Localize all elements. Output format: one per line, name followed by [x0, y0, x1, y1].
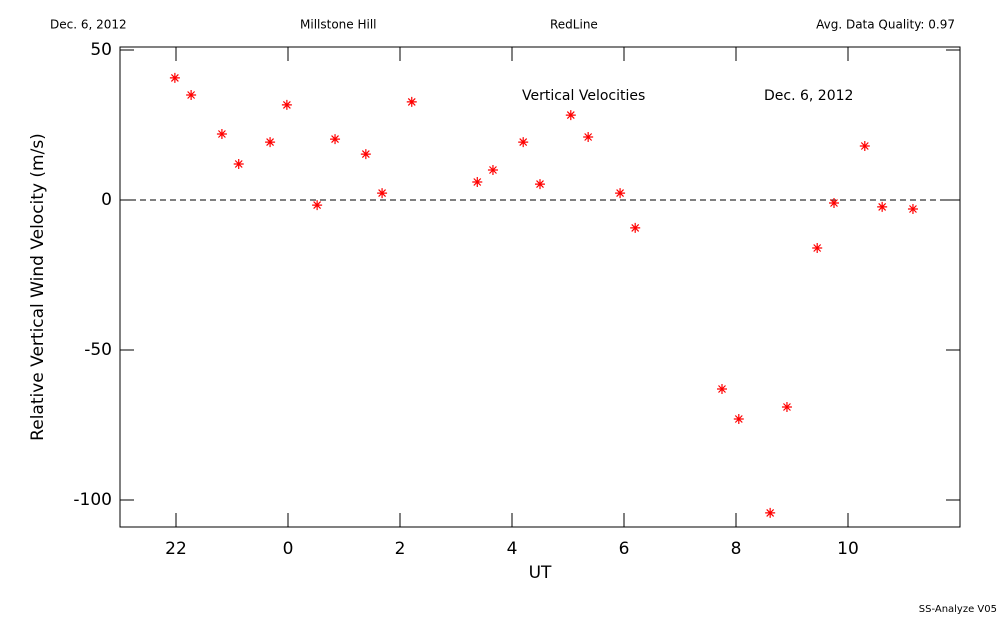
- data-point: [781, 402, 792, 412]
- data-point: [630, 222, 641, 233]
- data-point: [233, 159, 244, 169]
- y-tick-label: -50: [84, 340, 112, 360]
- data-point: [330, 134, 341, 145]
- data-point: [615, 188, 626, 199]
- header-date: Dec. 6, 2012: [50, 18, 127, 32]
- data-point: [281, 99, 292, 110]
- data-point: [169, 72, 180, 83]
- x-tick-label: 22: [165, 539, 187, 559]
- data-point: [733, 414, 744, 424]
- data-point: [377, 188, 388, 199]
- x-tick-label: 2: [395, 539, 406, 559]
- header-site: Millstone Hill: [300, 18, 376, 32]
- data-point: [487, 165, 498, 175]
- x-tick-label: 8: [731, 539, 742, 559]
- data-point: [565, 110, 576, 121]
- data-point: [186, 90, 197, 100]
- data-point: [265, 137, 276, 148]
- data-point: [765, 507, 776, 518]
- x-tick-label: 6: [619, 539, 630, 559]
- x-tick-label: 4: [507, 539, 518, 559]
- data-point: [583, 132, 594, 142]
- y-axis-label: Relative Vertical Wind Velocity (m/s): [28, 133, 48, 441]
- plot-frame: [119, 46, 961, 528]
- x-tick-label: 0: [283, 539, 294, 559]
- x-axis-label: UT: [529, 563, 552, 583]
- data-point: [406, 96, 417, 107]
- data-point: [216, 129, 227, 139]
- y-tick-label: -100: [73, 490, 112, 510]
- data-point: [877, 201, 888, 212]
- data-point: [312, 200, 323, 211]
- data-point: [472, 177, 483, 187]
- data-point: [829, 198, 839, 208]
- annotation: Dec. 6, 2012: [764, 88, 853, 104]
- data-point: [907, 204, 918, 214]
- header-quality: Avg. Data Quality: 0.97: [816, 18, 955, 32]
- data-point: [859, 141, 870, 151]
- data-point: [717, 384, 727, 394]
- annotation: Vertical Velocities: [522, 88, 645, 104]
- footer: SS-Analyze V05: [919, 604, 997, 615]
- data-point: [518, 137, 529, 148]
- data-point: [535, 179, 545, 190]
- y-tick-label: 50: [90, 40, 112, 60]
- x-tick-label: 10: [837, 539, 859, 559]
- data-point: [360, 149, 371, 160]
- data-point: [812, 243, 823, 253]
- y-tick-label: 0: [101, 190, 112, 210]
- header-line: RedLine: [550, 18, 598, 32]
